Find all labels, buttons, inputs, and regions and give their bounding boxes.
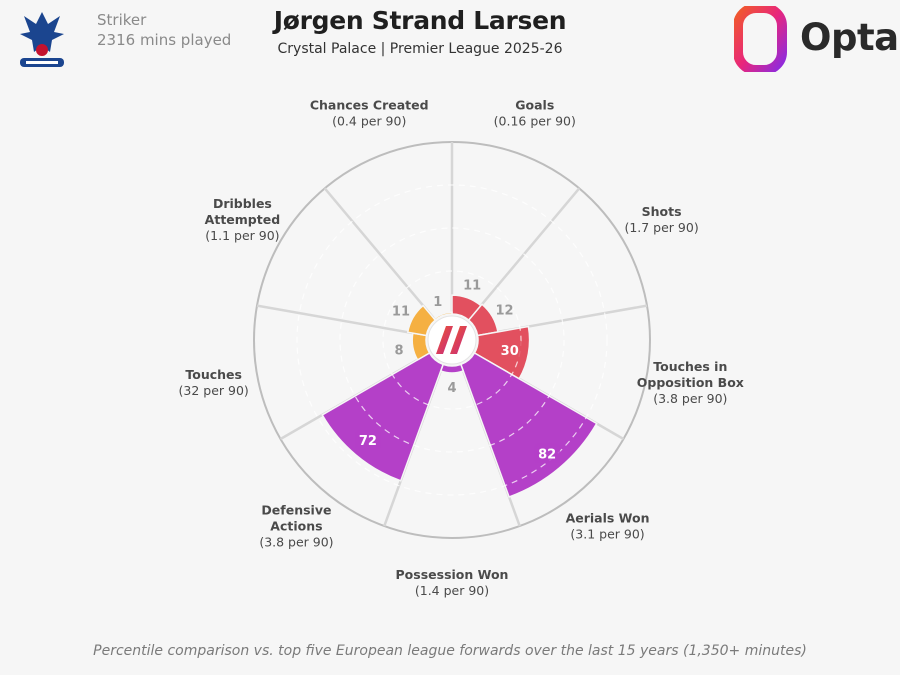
value-label: 82 xyxy=(538,447,556,462)
category-label-goals: Goals(0.16 per 90) xyxy=(494,98,576,129)
category-label-shots: Shots(1.7 per 90) xyxy=(624,204,698,235)
category-per90: (0.16 per 90) xyxy=(494,114,576,129)
category-label-possession-won: Possession Won(1.4 per 90) xyxy=(396,567,509,598)
opta-mark-icon xyxy=(733,3,787,75)
opta-logo: Opta xyxy=(733,3,899,75)
player-position: Striker xyxy=(97,11,147,29)
chart-reference-rings xyxy=(296,184,608,496)
category-name: Touches xyxy=(185,367,242,382)
category-name: Attempted xyxy=(205,212,280,227)
player-meta: Striker 2316 mins played xyxy=(97,10,231,50)
center-logo-icon xyxy=(427,315,477,365)
category-label-aerials-won: Aerials Won(3.1 per 90) xyxy=(566,510,650,541)
minutes-played: 2316 mins played xyxy=(97,31,232,49)
bar-possession-won xyxy=(439,363,465,374)
club-crest-icon xyxy=(20,12,64,67)
category-per90: (3.8 per 90) xyxy=(653,391,727,406)
category-name: Opposition Box xyxy=(637,375,744,390)
value-label: 72 xyxy=(359,434,377,449)
value-label: 4 xyxy=(447,381,456,396)
category-name: Chances Created xyxy=(310,98,429,113)
value-label: 30 xyxy=(501,344,519,359)
category-per90: (0.4 per 90) xyxy=(332,114,406,129)
category-name: Possession Won xyxy=(396,567,509,582)
category-name: Goals xyxy=(515,98,554,113)
category-per90: (1.1 per 90) xyxy=(205,228,279,243)
category-name: Actions xyxy=(270,518,322,533)
grid-spoke xyxy=(256,304,427,337)
footnote: Percentile comparison vs. top five Europ… xyxy=(93,643,807,659)
value-label: 11 xyxy=(392,305,410,320)
reference-ring-50 xyxy=(339,227,565,453)
category-per90: (3.8 per 90) xyxy=(259,534,333,549)
bar-aerials-won xyxy=(459,351,598,498)
value-label: 1 xyxy=(433,295,442,310)
value-label: 8 xyxy=(395,343,404,358)
bar-dribbles-attempted xyxy=(406,304,437,337)
chart-category-labels: Goals(0.16 per 90) Shots(1.7 per 90) Touch… xyxy=(179,98,744,598)
category-name: Defensive xyxy=(261,502,331,517)
category-label-chances-created: Chances Created(0.4 per 90) xyxy=(310,98,429,129)
category-name: Touches in xyxy=(653,359,727,374)
category-per90: (3.1 per 90) xyxy=(570,526,644,541)
value-label: 11 xyxy=(463,279,481,294)
value-label: 12 xyxy=(495,304,513,319)
player-name: Jørgen Strand Larsen xyxy=(273,6,567,35)
category-label-touches: Touches(32 per 90) xyxy=(179,367,249,398)
team-league: Crystal Palace | Premier League 2025-26 xyxy=(277,41,563,57)
category-name: Dribbles xyxy=(213,196,272,211)
category-name: Aerials Won xyxy=(566,510,650,525)
category-per90: (1.7 per 90) xyxy=(624,220,698,235)
title-block: Jørgen Strand Larsen Crystal Palace | Pr… xyxy=(250,6,590,57)
bar-chances-created xyxy=(433,311,453,322)
grid-spoke xyxy=(323,187,437,321)
category-per90: (1.4 per 90) xyxy=(415,583,489,598)
reference-ring-75 xyxy=(296,184,608,496)
category-name: Shots xyxy=(642,204,682,219)
category-per90: (32 per 90) xyxy=(179,383,249,398)
bar-defensive-actions xyxy=(321,351,445,482)
reference-ring-25 xyxy=(382,270,522,410)
opta-wordmark: Opta xyxy=(800,16,899,59)
